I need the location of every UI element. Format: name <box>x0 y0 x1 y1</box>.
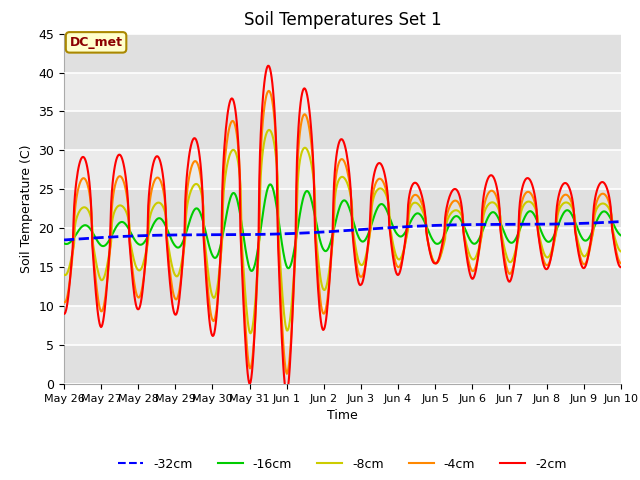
Text: DC_met: DC_met <box>70 36 123 49</box>
Legend: -32cm, -16cm, -8cm, -4cm, -2cm: -32cm, -16cm, -8cm, -4cm, -2cm <box>113 453 572 476</box>
Bar <box>64 150 621 189</box>
Title: Soil Temperatures Set 1: Soil Temperatures Set 1 <box>244 11 441 29</box>
Bar <box>64 228 621 267</box>
Bar <box>64 72 621 111</box>
Y-axis label: Soil Temperature (C): Soil Temperature (C) <box>20 144 33 273</box>
Bar <box>64 345 621 384</box>
Bar <box>64 34 621 72</box>
X-axis label: Time: Time <box>327 409 358 422</box>
Bar <box>64 267 621 306</box>
Bar <box>64 189 621 228</box>
Bar <box>64 111 621 150</box>
Bar <box>64 306 621 345</box>
